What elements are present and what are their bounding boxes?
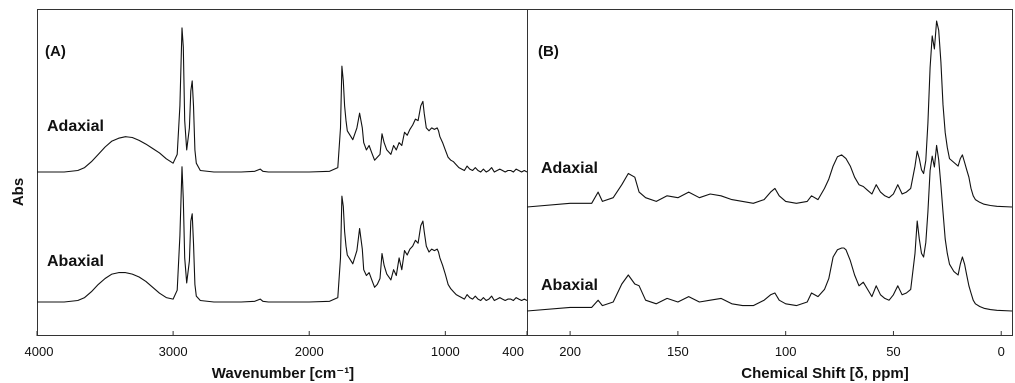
panel-b-series-label-adaxial: Adaxial bbox=[541, 160, 598, 177]
panel-b-series-line-abaxial bbox=[526, 144, 1013, 312]
panel-b-x-axis-title: Chemical Shift [δ, ppm] bbox=[741, 365, 908, 382]
panel-a-x-tick-label: 3000 bbox=[159, 344, 188, 359]
panel-a-series-line-abaxial bbox=[37, 166, 528, 303]
panel-a-x-tick-label: 1000 bbox=[431, 344, 460, 359]
panel-a-ftir-plot: (A) Adaxial Abaxial 4000 3000 2000 1000 400 … bbox=[25, 9, 528, 382]
panel-a-series-label-abaxial: Abaxial bbox=[47, 253, 104, 270]
panel-b-label: (B) bbox=[538, 43, 559, 60]
panel-b-series-label-abaxial: Abaxial bbox=[541, 277, 598, 294]
panel-a-series-line-adaxial bbox=[37, 27, 528, 173]
panel-b-x-tick-label: 50 bbox=[886, 344, 900, 359]
panel-a-x-axis-title: Wavenumber [cm⁻¹] bbox=[212, 365, 354, 382]
panel-a-x-tick-label: 4000 bbox=[25, 344, 54, 359]
panel-b-x-tick-label: 0 bbox=[998, 344, 1005, 359]
panel-a-x-tick-label: 400 bbox=[502, 344, 524, 359]
panel-b-nmr-plot: (B) Adaxial Abaxial 200 150 100 50 0 Chemica… bbox=[526, 9, 1013, 382]
panel-a-label: (A) bbox=[45, 43, 66, 60]
panel-a-x-tick-label: 2000 bbox=[295, 344, 324, 359]
panel-b-series-line-adaxial bbox=[526, 20, 1013, 208]
panel-b-x-tick-label: 100 bbox=[775, 344, 797, 359]
panel-b-frame bbox=[527, 9, 1013, 336]
panel-b-x-ticks: 200 150 100 50 0 bbox=[559, 331, 1005, 359]
panel-a-series-label-adaxial: Adaxial bbox=[47, 118, 104, 135]
panel-b-x-tick-label: 200 bbox=[559, 344, 581, 359]
panel-b-x-tick-label: 150 bbox=[667, 344, 689, 359]
y-axis-title: Abs bbox=[10, 178, 27, 206]
